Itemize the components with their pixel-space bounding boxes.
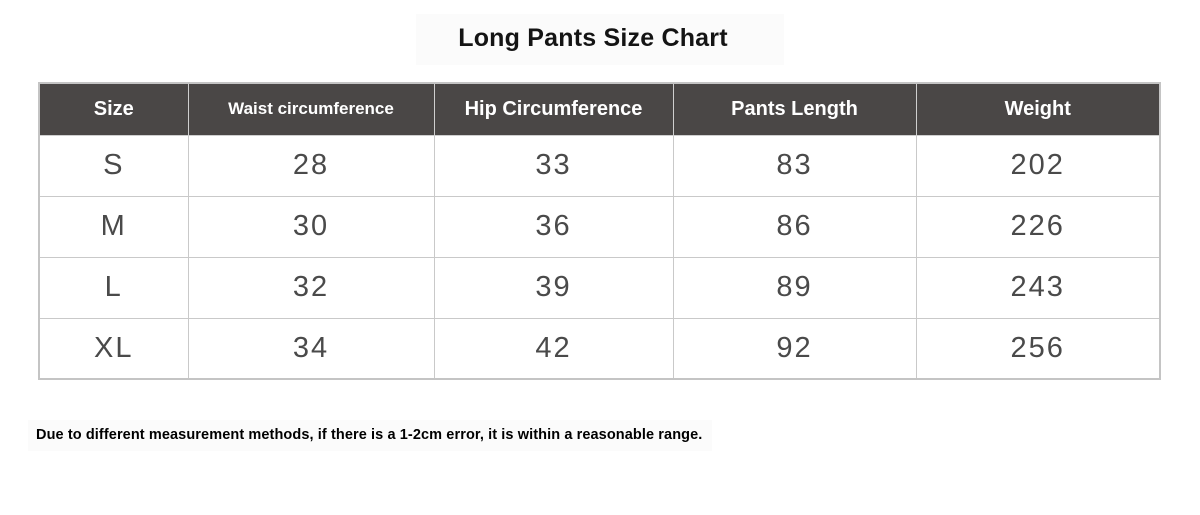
title-bar: Long Pants Size Chart [0, 14, 1200, 65]
cell-hip: 33 [433, 134, 674, 197]
table-row-s: S 28 33 83 202 [38, 134, 1161, 197]
cell-weight: 243 [915, 256, 1161, 319]
footnote-area: Due to different measurement methods, if… [28, 420, 713, 451]
column-header-waist: Waist circumference [187, 82, 435, 136]
column-header-weight: Weight [915, 82, 1161, 136]
cell-waist: 34 [187, 317, 435, 380]
cell-length: 83 [672, 134, 917, 197]
cell-size: M [38, 195, 189, 258]
table-row-xl: XL 34 42 92 256 [38, 317, 1161, 380]
cell-length: 92 [672, 317, 917, 380]
cell-size: S [38, 134, 189, 197]
cell-weight: 226 [915, 195, 1161, 258]
table-header: Size Waist circumference Hip Circumferen… [38, 82, 1161, 136]
measurement-note: Due to different measurement methods, if… [28, 420, 713, 451]
header-row: Size Waist circumference Hip Circumferen… [38, 82, 1161, 136]
size-chart-table: Size Waist circumference Hip Circumferen… [38, 82, 1161, 380]
cell-weight: 202 [915, 134, 1161, 197]
column-header-length: Pants Length [672, 82, 917, 136]
size-chart-container: Size Waist circumference Hip Circumferen… [38, 82, 1161, 380]
cell-waist: 30 [187, 195, 435, 258]
cell-length: 86 [672, 195, 917, 258]
cell-waist: 28 [187, 134, 435, 197]
cell-hip: 36 [433, 195, 674, 258]
cell-hip: 39 [433, 256, 674, 319]
table-row-m: M 30 36 86 226 [38, 195, 1161, 258]
cell-size: XL [38, 317, 189, 380]
table-body: S 28 33 83 202 M 30 36 86 226 L 32 39 [38, 134, 1161, 380]
cell-hip: 42 [433, 317, 674, 380]
cell-waist: 32 [187, 256, 435, 319]
cell-length: 89 [672, 256, 917, 319]
title-background-patch: Long Pants Size Chart [416, 14, 784, 65]
table-row-l: L 32 39 89 243 [38, 256, 1161, 319]
cell-weight: 256 [915, 317, 1161, 380]
cell-size: L [38, 256, 189, 319]
column-header-hip: Hip Circumference [433, 82, 674, 136]
page-title: Long Pants Size Chart [458, 24, 728, 52]
column-header-size: Size [38, 82, 189, 136]
